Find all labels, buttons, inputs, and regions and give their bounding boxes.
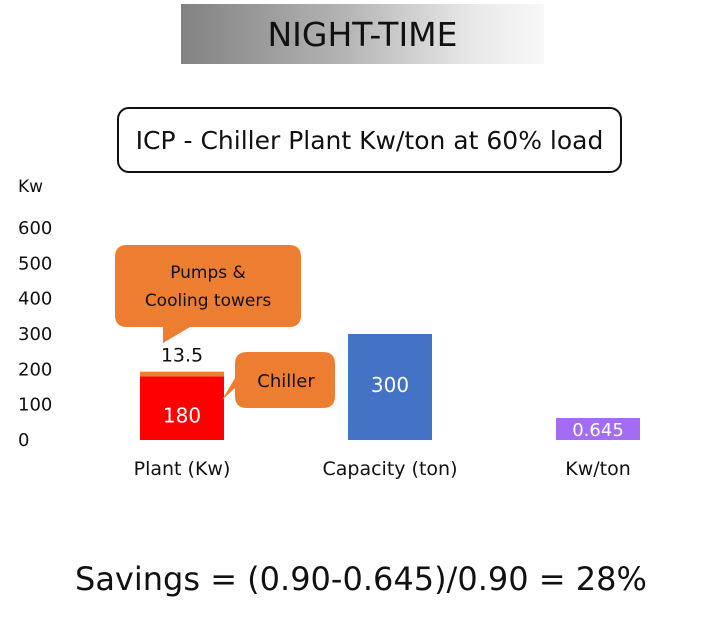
- bar-chiller: [140, 376, 224, 440]
- y-tick-label: 300: [18, 324, 52, 345]
- callout-chiller: [222, 352, 335, 408]
- savings-formula: Savings = (0.90-0.645)/0.90 = 28%: [75, 560, 647, 598]
- bar-chart: Kw 0 100 200 300 400 500 600 Plant (Kw) Capacity …: [18, 177, 640, 480]
- callout-pumps-line2: Cooling towers: [145, 291, 272, 311]
- callout-pumps-line1: Pumps &: [170, 263, 246, 283]
- data-label-capacity: 300: [371, 373, 409, 397]
- chart-title-box: ICP - Chiller Plant Kw/ton at 60% load: [117, 107, 622, 173]
- callout-chiller-label: Chiller: [257, 371, 315, 392]
- banner-title: NIGHT-TIME: [267, 14, 458, 54]
- bar-pumps-cooling-towers: [140, 371, 224, 377]
- bar-capacity: [348, 334, 432, 440]
- bar-kw-per-ton: [556, 418, 640, 440]
- x-category-label: Kw/ton: [565, 458, 631, 480]
- callout-pumps-cooling-towers: [115, 245, 301, 343]
- y-tick-label: 200: [18, 359, 52, 380]
- y-axis-label: Kw: [18, 177, 43, 197]
- y-tick-label: 100: [18, 395, 52, 416]
- night-time-banner: NIGHT-TIME: [181, 4, 544, 64]
- data-label-chiller: 180: [163, 403, 201, 427]
- data-label-pumps: 13.5: [161, 345, 203, 367]
- y-tick-label: 600: [18, 218, 52, 239]
- chart-title: ICP - Chiller Plant Kw/ton at 60% load: [135, 125, 604, 155]
- data-label-kw-per-ton: 0.645: [572, 420, 624, 441]
- y-tick-label: 0: [18, 430, 29, 451]
- x-category-label: Plant (Kw): [134, 458, 231, 480]
- y-tick-label: 400: [18, 289, 52, 310]
- x-category-label: Capacity (ton): [322, 458, 457, 480]
- y-tick-label: 500: [18, 253, 52, 274]
